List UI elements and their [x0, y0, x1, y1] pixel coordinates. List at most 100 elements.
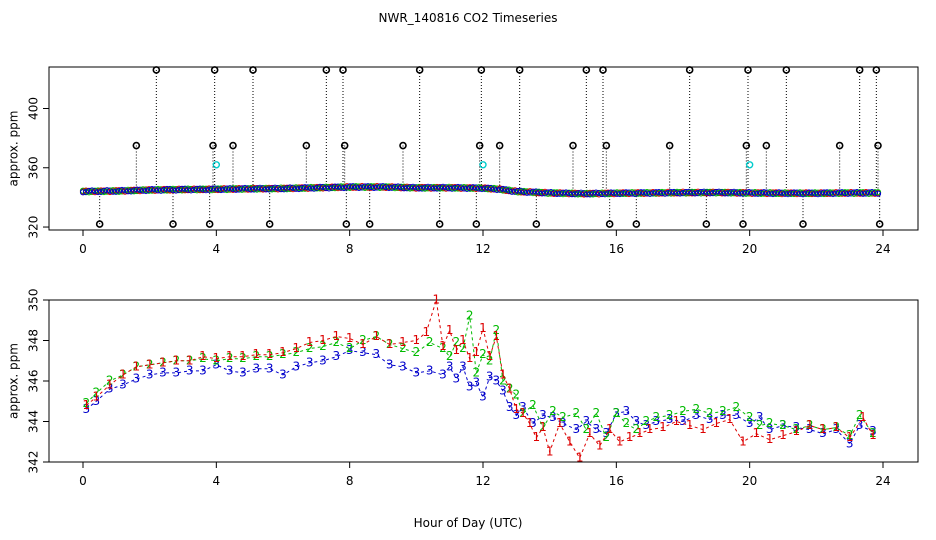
series-point	[385, 184, 393, 192]
series-point	[787, 190, 795, 197]
series-point	[487, 184, 495, 192]
series-2-marker: 2	[846, 428, 854, 442]
series-1-marker: 1	[546, 444, 554, 458]
series-point	[523, 189, 531, 196]
series-point	[568, 191, 576, 198]
series-point	[235, 186, 243, 193]
series-point	[613, 190, 621, 197]
flag-point	[435, 220, 444, 228]
series-3-marker: 3	[106, 382, 114, 396]
series-point	[580, 190, 588, 197]
series-point	[661, 190, 669, 197]
series-point	[322, 184, 330, 191]
series-3-marker: 3	[549, 410, 557, 424]
series-point	[874, 190, 882, 197]
flag-point	[569, 141, 577, 150]
series-point	[424, 183, 432, 190]
series-point	[529, 188, 537, 195]
series-point	[745, 188, 753, 196]
series-point	[202, 187, 210, 194]
series-point	[598, 190, 606, 198]
series-2-marker: 2	[159, 355, 167, 369]
flag-point	[685, 66, 694, 74]
series-point	[223, 185, 231, 192]
series-point	[595, 189, 603, 197]
series-point	[742, 189, 750, 196]
series-1-marker: 1	[673, 414, 681, 428]
flag-point	[702, 220, 711, 228]
series-3-marker: 3	[513, 408, 521, 422]
series-1-marker: 1	[446, 323, 454, 337]
series-3-marker: 3	[733, 408, 741, 422]
series-point	[265, 186, 273, 193]
series-point	[349, 183, 357, 190]
series-point	[91, 187, 99, 195]
series-2-marker: 2	[806, 418, 814, 432]
series-point	[247, 186, 255, 193]
series-2-marker: 2	[529, 398, 537, 412]
series-3-marker: 3	[806, 422, 814, 436]
flag-point	[472, 220, 481, 228]
series-1-marker: 1	[606, 422, 614, 436]
series-point	[736, 190, 744, 197]
series-1-marker: 1	[146, 357, 154, 371]
series-3-marker: 3	[386, 357, 394, 371]
x-tick-label: 16	[609, 474, 624, 488]
series-3-marker: 3	[83, 402, 91, 416]
x-tick-label: 4	[213, 474, 221, 488]
series-1-marker: 1	[513, 402, 521, 416]
series-point	[139, 187, 147, 194]
flag-point	[855, 66, 864, 74]
series-3-marker: 3	[473, 376, 481, 390]
series-1-marker: 1	[439, 339, 447, 353]
series-3-marker: 3	[573, 422, 581, 436]
flag-point	[744, 66, 752, 74]
series-point	[268, 185, 276, 192]
series-point	[547, 189, 555, 196]
series-2-marker: 2	[473, 365, 481, 379]
series-point	[541, 190, 549, 197]
series-2-marker: 2	[603, 430, 611, 444]
series-point	[175, 186, 183, 193]
flag-point	[209, 141, 217, 150]
series-point	[517, 187, 525, 194]
series-point	[355, 184, 363, 192]
series-1-marker: 1	[453, 343, 461, 357]
series-2-marker: 2	[373, 329, 381, 343]
series-point	[376, 183, 384, 190]
series-point	[169, 186, 177, 194]
series-point	[427, 184, 435, 191]
series-point	[724, 190, 732, 197]
series-3-marker: 3	[399, 359, 407, 373]
flag-point	[835, 141, 844, 150]
series-point	[103, 187, 111, 194]
series-point	[490, 186, 498, 193]
series-point	[793, 189, 801, 196]
flag-point	[532, 220, 541, 228]
x-tick-label: 16	[609, 242, 624, 256]
series-2-marker: 2	[549, 404, 557, 418]
series-3-marker: 3	[93, 394, 101, 408]
y-tick-label: 348	[27, 329, 41, 352]
y-tick-label: 350	[27, 289, 41, 312]
x-tick-label: 8	[346, 474, 354, 488]
series-point	[544, 189, 552, 196]
series-point	[388, 184, 396, 191]
series-1-marker: 1	[556, 416, 564, 430]
series-point	[418, 185, 426, 192]
series-1-marker: 1	[753, 426, 761, 440]
series-1-marker: 1	[359, 337, 367, 351]
series-point	[520, 188, 528, 195]
series-point	[685, 188, 693, 195]
series-3-marker: 3	[666, 412, 674, 426]
series-1-marker: 1	[266, 347, 274, 361]
series-point	[244, 185, 252, 192]
series-point	[112, 188, 120, 195]
series-point	[115, 187, 123, 194]
series-point	[853, 189, 861, 196]
series-3-marker: 3	[213, 357, 221, 371]
series-1-marker: 1	[253, 347, 261, 361]
series-point	[196, 185, 204, 192]
series-point	[607, 189, 615, 196]
series-3-marker: 3	[426, 363, 434, 377]
